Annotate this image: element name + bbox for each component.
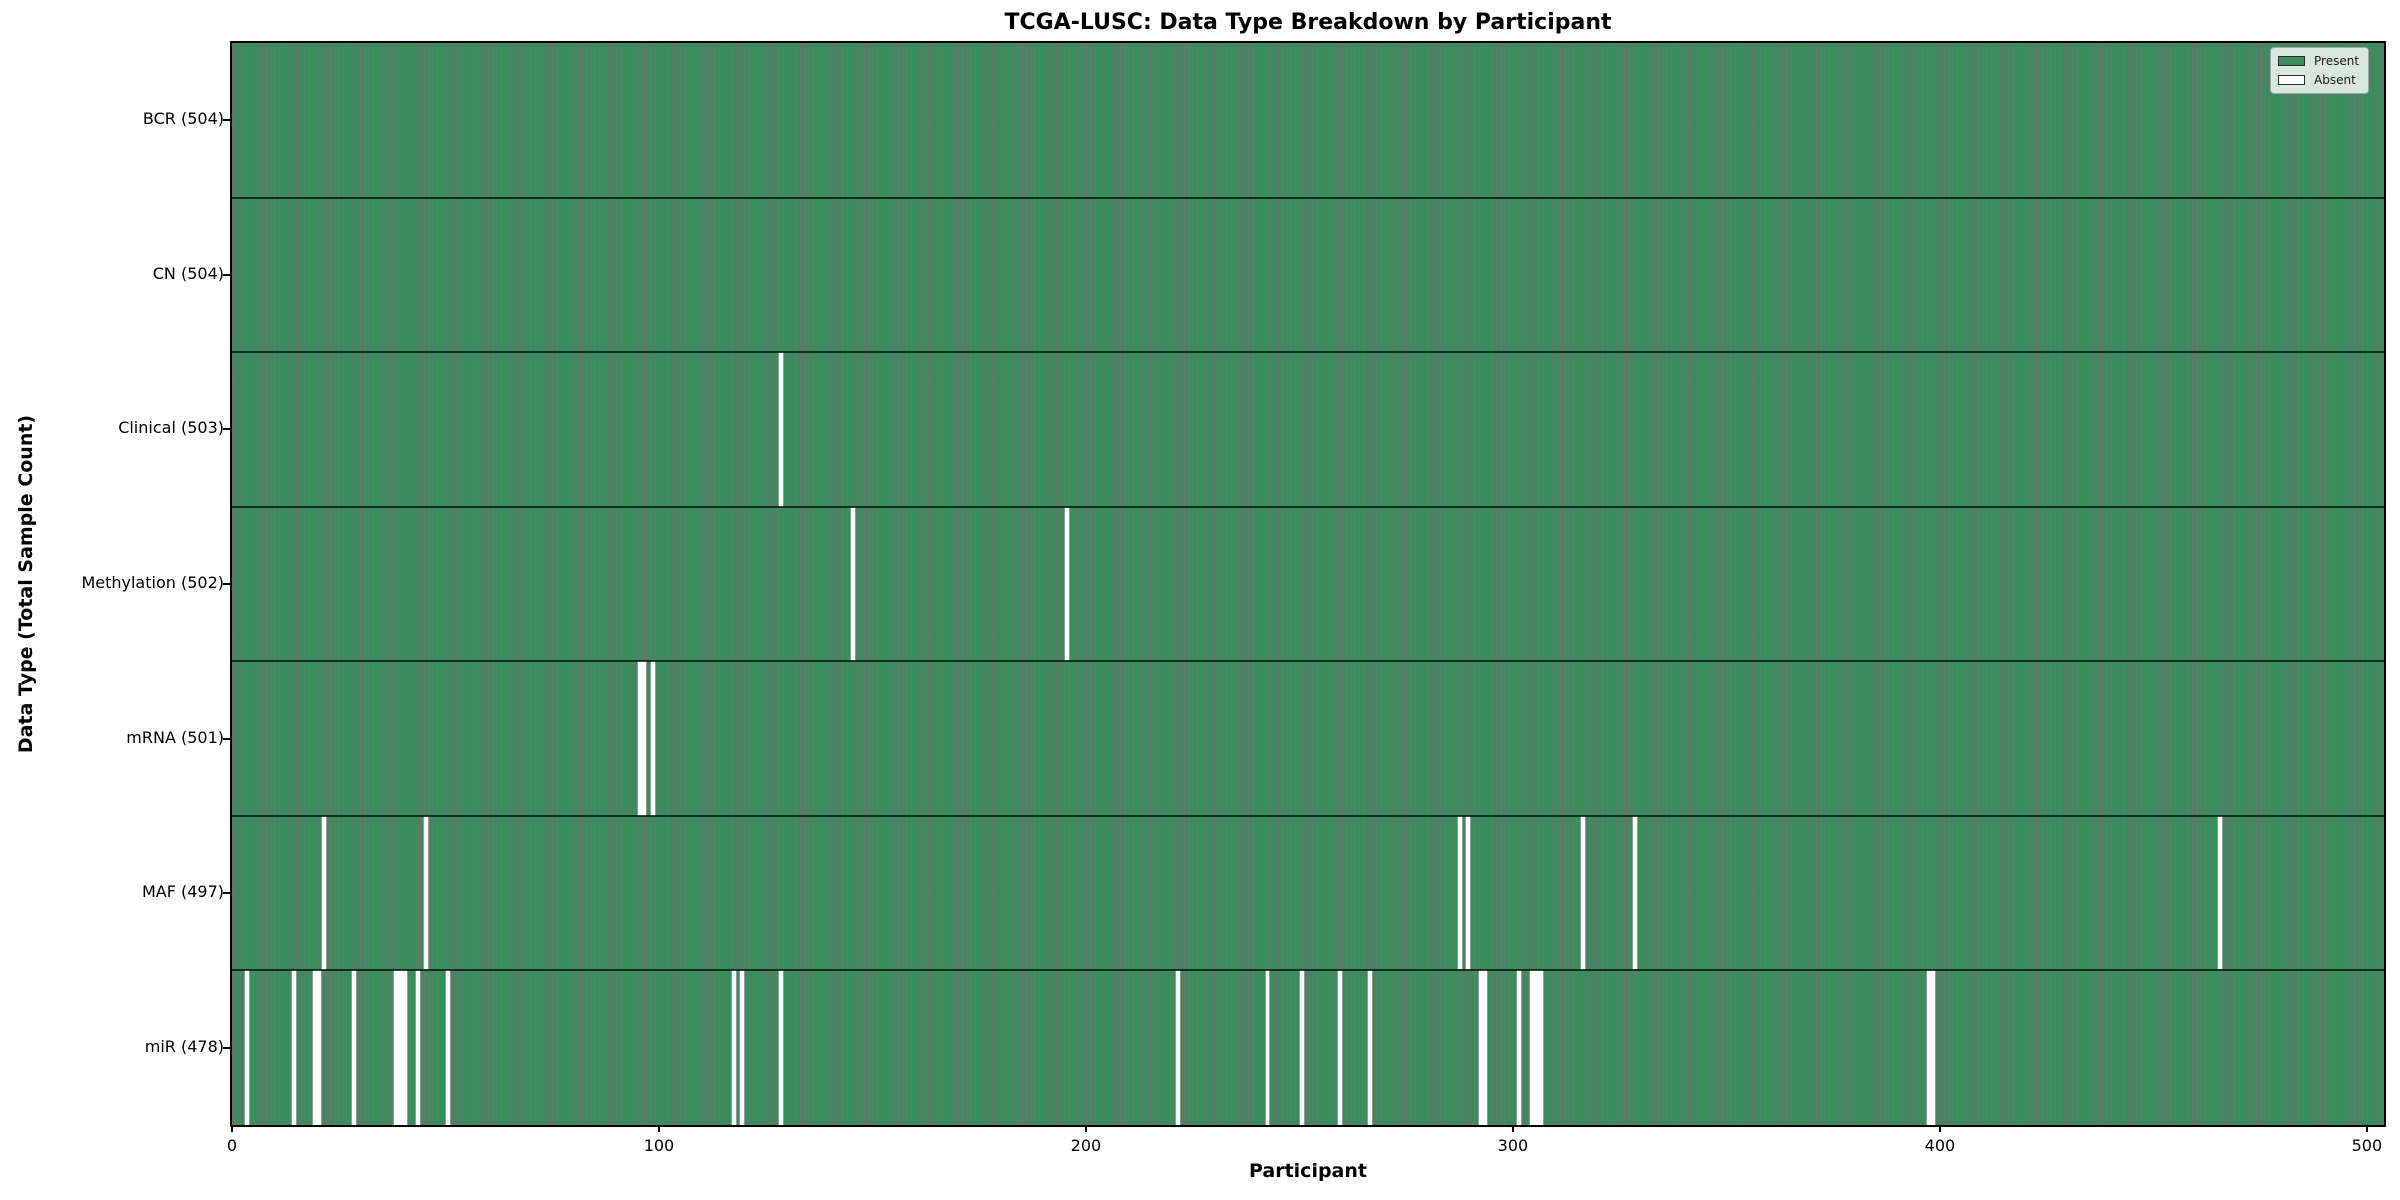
y-tick-label: miR (478) xyxy=(144,1036,224,1056)
absent-bar xyxy=(350,970,357,1125)
absent-bar xyxy=(1298,970,1305,1125)
row-divider xyxy=(232,660,2384,663)
absent-bar xyxy=(1063,506,1070,662)
x-tick-mark xyxy=(2365,1125,2368,1132)
absent-bar xyxy=(1631,815,1638,971)
legend-item-present: Present xyxy=(2278,54,2359,68)
absent-bar xyxy=(290,970,297,1125)
x-tick-label: 300 xyxy=(1497,1136,1529,1155)
y-tick-mark xyxy=(223,119,230,122)
absent-bar xyxy=(2216,815,2223,971)
absent-bar xyxy=(649,661,656,816)
row-divider xyxy=(232,505,2384,508)
matrix-row-MAF xyxy=(232,815,2384,971)
chart-title: TCGA-LUSC: Data Type Breakdown by Partic… xyxy=(1004,10,1612,35)
matrix-row-BCR xyxy=(232,43,2384,198)
x-tick-label: 100 xyxy=(643,1136,675,1155)
absent-bar xyxy=(423,815,430,971)
x-tick-mark xyxy=(1511,1125,1514,1132)
legend-item-absent: Absent xyxy=(2278,73,2359,87)
legend-label-absent: Absent xyxy=(2314,73,2356,87)
absent-bar xyxy=(1174,970,1181,1125)
x-tick-label: 0 xyxy=(226,1136,238,1155)
matrix-row-CN xyxy=(232,197,2384,353)
absent-bar xyxy=(739,970,746,1125)
matrix-row-miR xyxy=(232,970,2384,1125)
absent-bar xyxy=(777,970,784,1125)
row-divider xyxy=(232,351,2384,354)
absent-bar xyxy=(320,815,327,971)
matrix-row-mRNA xyxy=(232,661,2384,816)
y-tick-label: CN (504) xyxy=(152,263,224,283)
x-axis-label: Participant xyxy=(1248,1160,1367,1182)
absent-bar xyxy=(393,970,408,1125)
y-tick-mark xyxy=(223,892,230,895)
absent-bar xyxy=(244,970,250,1125)
y-tick-mark xyxy=(223,1046,230,1049)
x-tick-label: 200 xyxy=(1070,1136,1102,1155)
absent-bar xyxy=(1366,970,1373,1125)
matrix-row-Methylation xyxy=(232,506,2384,662)
absent-bar xyxy=(1337,970,1343,1125)
absent-bar xyxy=(730,970,737,1125)
y-tick-mark xyxy=(223,273,230,276)
absent-bar xyxy=(1477,970,1489,1125)
y-tick-mark xyxy=(223,428,230,431)
absent-bar xyxy=(636,661,647,816)
absent-bar xyxy=(1529,970,1544,1125)
matrix-row-Clinical xyxy=(232,352,2384,507)
present-swatch-icon xyxy=(2278,56,2305,66)
absent-bar xyxy=(312,970,323,1125)
absent-swatch-icon xyxy=(2278,75,2305,85)
absent-bar xyxy=(444,970,451,1125)
row-divider xyxy=(232,196,2384,199)
y-tick-mark xyxy=(223,737,230,740)
y-tick-label: Clinical (503) xyxy=(118,418,224,438)
x-tick-label: 400 xyxy=(1924,1136,1956,1155)
absent-bar xyxy=(1264,970,1271,1125)
absent-bar xyxy=(850,506,857,662)
absent-bar xyxy=(1516,970,1523,1125)
y-tick-label: mRNA (501) xyxy=(126,727,224,747)
absent-bar xyxy=(1456,815,1463,971)
y-tick-mark xyxy=(223,583,230,585)
row-divider xyxy=(232,814,2384,817)
x-tick-label: 500 xyxy=(2351,1136,2383,1155)
absent-bar xyxy=(1926,970,1937,1125)
y-tick-label: Methylation (502) xyxy=(81,573,224,592)
legend: Present Absent xyxy=(2270,47,2370,94)
x-tick-mark xyxy=(1084,1125,1087,1132)
x-tick-mark xyxy=(231,1125,233,1132)
absent-bar xyxy=(414,970,421,1125)
legend-label-present: Present xyxy=(2314,54,2360,68)
plot-area xyxy=(232,43,2384,1125)
absent-bar xyxy=(1465,815,1472,971)
absent-bar xyxy=(1580,815,1587,971)
x-tick-mark xyxy=(1938,1125,1941,1132)
x-tick-mark xyxy=(657,1125,660,1132)
row-divider xyxy=(232,969,2384,972)
y-tick-label: MAF (497) xyxy=(141,882,224,902)
absent-bar xyxy=(777,352,784,507)
y-tick-label: BCR (504) xyxy=(142,109,224,129)
